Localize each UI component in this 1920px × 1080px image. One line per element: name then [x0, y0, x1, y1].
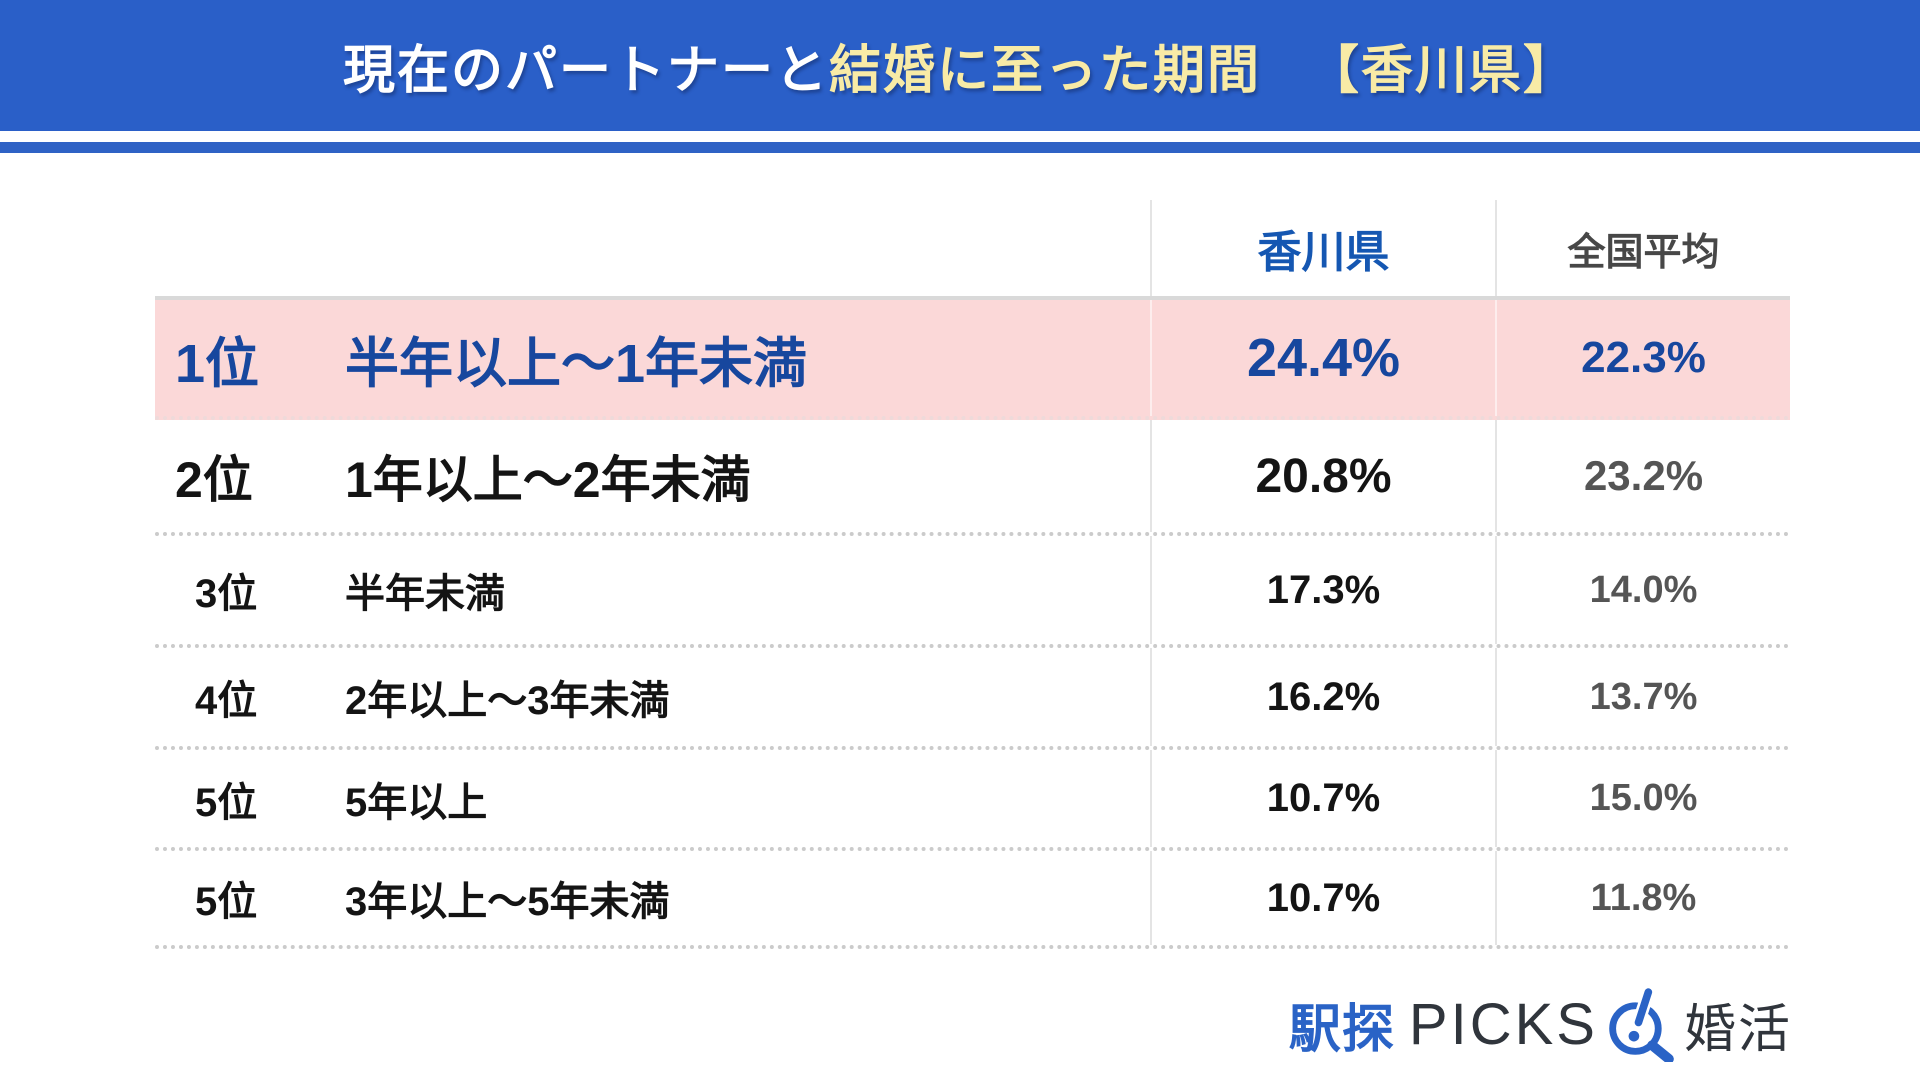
logo-ekitan-text: 駅探	[1288, 1000, 1395, 1059]
duration-label: 1年以上〜2年未満	[345, 452, 751, 508]
row-main-cell: 5位 5年以上	[155, 750, 1150, 847]
national-value: 15.0%	[1589, 777, 1698, 819]
national-value: 22.3%	[1581, 333, 1706, 382]
region-value: 10.7%	[1266, 776, 1381, 820]
table-row: 3位 半年未満 17.3% 14.0%	[155, 536, 1790, 648]
row-main-cell: 2位 1年以上〜2年未満	[155, 420, 1150, 532]
rank-label: 5位	[195, 780, 258, 825]
logo-picks-text: PICKS	[1408, 991, 1598, 1057]
national-value-cell: 23.2%	[1495, 420, 1790, 532]
region-value: 10.7%	[1266, 875, 1381, 920]
header-empty-cell	[155, 200, 1150, 296]
region-value-cell: 16.2%	[1150, 648, 1495, 746]
table-row: 1位 半年以上〜1年未満 24.4% 22.3%	[155, 296, 1790, 420]
title-segment-yellow: 結婚に至った期間	[828, 42, 1261, 100]
region-value: 24.4%	[1246, 328, 1401, 388]
region-value-cell: 20.8%	[1150, 420, 1495, 532]
rank-label: 4位	[195, 679, 258, 723]
region-value-cell: 24.4%	[1150, 300, 1495, 416]
duration-label: 半年未満	[345, 572, 505, 616]
row-main-cell: 3位 半年未満	[155, 536, 1150, 644]
logo-konkatsu-text: 婚活	[1683, 1000, 1792, 1059]
ranking-table-body: 1位 半年以上〜1年未満 24.4% 22.3% 2位 1年以上〜2年未満 20…	[155, 296, 1790, 949]
banner-gap-stripe	[0, 131, 1920, 142]
national-value: 14.0%	[1589, 568, 1698, 611]
region-value: 20.8%	[1255, 449, 1392, 503]
national-value-cell: 11.8%	[1495, 851, 1790, 945]
rank-label: 1位	[175, 333, 260, 394]
rank-label: 5位	[195, 880, 258, 924]
table-header-row: 香川県 全国平均	[155, 200, 1790, 296]
ranking-table: 香川県 全国平均 1位 半年以上〜1年未満 24.4% 22.3% 2位 1年以…	[155, 200, 1790, 949]
page-title: 現在のパートナーと結婚に至った期間 【香川県】	[343, 28, 1577, 103]
national-value-cell: 22.3%	[1495, 300, 1790, 416]
header-region-cell: 香川県	[1150, 200, 1495, 296]
duration-label: 2年以上〜3年未満	[345, 679, 670, 723]
header-national-label: 全国平均	[1567, 231, 1720, 274]
table-row: 5位 5年以上 10.7% 15.0%	[155, 750, 1790, 851]
duration-label: 5年以上	[345, 780, 488, 825]
region-value: 17.3%	[1266, 567, 1381, 612]
rank-label: 3位	[195, 572, 258, 616]
header-national-cell: 全国平均	[1495, 200, 1790, 296]
table-row: 4位 2年以上〜3年未満 16.2% 13.7%	[155, 648, 1790, 750]
header-region-label: 香川県	[1257, 228, 1390, 277]
table-row: 5位 3年以上〜5年未満 10.7% 11.8%	[155, 851, 1790, 949]
national-value-cell: 14.0%	[1495, 536, 1790, 644]
brand-logo: 駅探 PICKS 婚活	[1289, 986, 1792, 1062]
rank-label: 2位	[175, 452, 253, 508]
banner-blue-stripe	[0, 142, 1920, 153]
national-value: 11.8%	[1590, 876, 1697, 919]
title-segment-bracket: 【香川県】	[1307, 42, 1578, 100]
national-value-cell: 13.7%	[1495, 648, 1790, 746]
table-row: 2位 1年以上〜2年未満 20.8% 23.2%	[155, 420, 1790, 536]
national-value-cell: 15.0%	[1495, 750, 1790, 847]
national-value: 23.2%	[1583, 452, 1704, 499]
duration-label: 3年以上〜5年未満	[345, 880, 670, 924]
magnifier-exclamation-icon	[1609, 986, 1674, 1062]
title-segment-white: 現在のパートナーと	[342, 42, 829, 100]
region-value-cell: 17.3%	[1150, 536, 1495, 644]
region-value: 16.2%	[1266, 674, 1381, 719]
header-banner: 現在のパートナーと結婚に至った期間 【香川県】	[0, 0, 1920, 131]
national-value: 13.7%	[1589, 675, 1698, 718]
region-value-cell: 10.7%	[1150, 851, 1495, 945]
row-main-cell: 4位 2年以上〜3年未満	[155, 648, 1150, 746]
duration-label: 半年以上〜1年未満	[345, 333, 808, 394]
region-value-cell: 10.7%	[1150, 750, 1495, 847]
row-main-cell: 1位 半年以上〜1年未満	[155, 300, 1150, 416]
row-main-cell: 5位 3年以上〜5年未満	[155, 851, 1150, 945]
